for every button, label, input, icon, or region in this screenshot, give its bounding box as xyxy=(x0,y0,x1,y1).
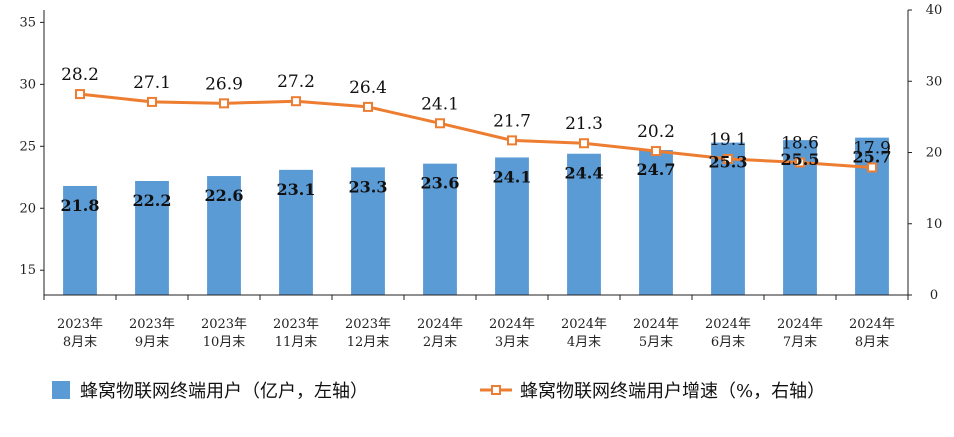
bar xyxy=(135,181,169,295)
growth-line xyxy=(79,92,873,169)
x-tick-label: 2024年 xyxy=(417,317,463,332)
x-tick-label: 2023年 xyxy=(273,317,319,332)
bar-data-label: 25.7 xyxy=(853,148,892,167)
x-tick-label: 4月末 xyxy=(567,335,601,350)
x-tick-label: 8月末 xyxy=(855,335,889,350)
x-tick-label: 2023年 xyxy=(57,317,103,332)
line-data-label: 19.1 xyxy=(709,130,747,150)
line-point xyxy=(75,89,85,100)
bar-data-label: 23.3 xyxy=(349,177,388,196)
bar-data-label: 22.6 xyxy=(205,186,244,205)
bar xyxy=(423,163,457,295)
x-tick-label: 10月末 xyxy=(203,335,246,350)
bar xyxy=(351,167,385,295)
line-point xyxy=(867,162,877,173)
bars-layer xyxy=(63,137,889,295)
y-left-tick-label: 30 xyxy=(19,77,36,92)
y-right-tick-label: 10 xyxy=(926,217,943,232)
line-point xyxy=(291,96,301,107)
line-data-label: 27.2 xyxy=(277,72,315,92)
line-data-label: 18.6 xyxy=(781,133,819,153)
x-tick-label: 2023年 xyxy=(345,317,391,332)
bar-data-label: 23.6 xyxy=(421,174,460,193)
y-left-tick-label: 15 xyxy=(19,263,36,278)
bar-data-label: 25.5 xyxy=(781,150,820,169)
bar-data-label: 23.1 xyxy=(277,180,316,199)
line-data-label: 24.1 xyxy=(421,94,459,114)
x-tick-label: 9月末 xyxy=(135,335,169,350)
x-tick-label: 2024年 xyxy=(849,317,895,332)
line-point xyxy=(363,101,373,112)
axes-layer: 15 20 25 30 35 0 10 20 30 40 2023年 8月末 2023年 9月末 2023年… xyxy=(19,3,942,350)
bar xyxy=(495,157,529,295)
line-point xyxy=(723,153,733,164)
line-data-label: 21.7 xyxy=(493,111,531,131)
x-tick-label: 11月末 xyxy=(275,335,318,350)
y-right-tick-label: 30 xyxy=(926,74,943,89)
bar xyxy=(711,142,745,295)
y-left-tick-label: 35 xyxy=(19,15,36,30)
y-right-tick-label: 40 xyxy=(926,3,943,18)
y-left-tick-label: 25 xyxy=(19,139,36,154)
x-tick-label: 3月末 xyxy=(495,335,529,350)
line-point xyxy=(219,98,229,109)
legend-swatch-bar xyxy=(52,381,70,399)
line-data-label: 20.2 xyxy=(637,122,675,142)
line-point xyxy=(795,157,805,168)
bar-data-label: 24.1 xyxy=(493,167,532,186)
bar-data-label: 22.2 xyxy=(133,191,172,210)
legend-swatch-marker xyxy=(491,385,501,395)
bar xyxy=(279,169,313,295)
line-point xyxy=(147,96,157,107)
bar xyxy=(567,153,601,295)
x-tick-label: 2023年 xyxy=(129,317,175,332)
line-data-label: 26.4 xyxy=(349,78,387,98)
x-tick-label: 6月末 xyxy=(711,335,745,350)
x-tick-label: 2024年 xyxy=(489,317,535,332)
x-tick-label: 5月末 xyxy=(639,335,673,350)
bar xyxy=(63,185,97,295)
line-point xyxy=(507,135,517,146)
bar-data-label: 24.4 xyxy=(565,164,604,183)
x-tick-label: 2月末 xyxy=(423,335,457,350)
legend-label-line: 蜂窝物联网终端用户增速（%，右轴） xyxy=(520,381,825,402)
line-data-label: 17.9 xyxy=(853,138,891,158)
x-tick-label: 12月末 xyxy=(347,335,390,350)
line-data-label: 27.1 xyxy=(133,73,171,93)
x-tick-label: 2024年 xyxy=(777,317,823,332)
legend: 蜂窝物联网终端用户（亿户，左轴） 蜂窝物联网终端用户增速（%，右轴） xyxy=(52,381,825,402)
x-tick-label: 2024年 xyxy=(561,317,607,332)
x-tick-label: 7月末 xyxy=(783,335,817,350)
bar-data-label: 25.3 xyxy=(709,153,748,172)
x-tick-label: 2024年 xyxy=(705,317,751,332)
line-data-label: 28.2 xyxy=(61,65,99,85)
y-right-tick-label: 0 xyxy=(930,288,938,303)
line-data-label: 21.3 xyxy=(565,114,603,134)
bar-data-label: 21.8 xyxy=(61,196,100,215)
x-tick-label: 2023年 xyxy=(201,317,247,332)
legend-label-bar: 蜂窝物联网终端用户（亿户，左轴） xyxy=(80,381,368,402)
y-left-tick-label: 20 xyxy=(19,201,36,216)
x-tick-label: 8月末 xyxy=(63,335,97,350)
x-tick-label: 2024年 xyxy=(633,317,679,332)
y-right-tick-label: 20 xyxy=(926,146,943,161)
line-point xyxy=(435,118,445,129)
line-data-label: 26.9 xyxy=(205,74,243,94)
bar xyxy=(639,150,673,295)
line-point xyxy=(579,138,589,149)
line-layer xyxy=(75,89,877,173)
bar xyxy=(207,176,241,295)
bar-data-label: 24.7 xyxy=(637,160,676,179)
labels-layer: 21.8 22.2 22.6 23.1 23.3 23.6 24.1 24.4 24.7 25.3… xyxy=(61,65,892,215)
line-point xyxy=(651,146,661,157)
